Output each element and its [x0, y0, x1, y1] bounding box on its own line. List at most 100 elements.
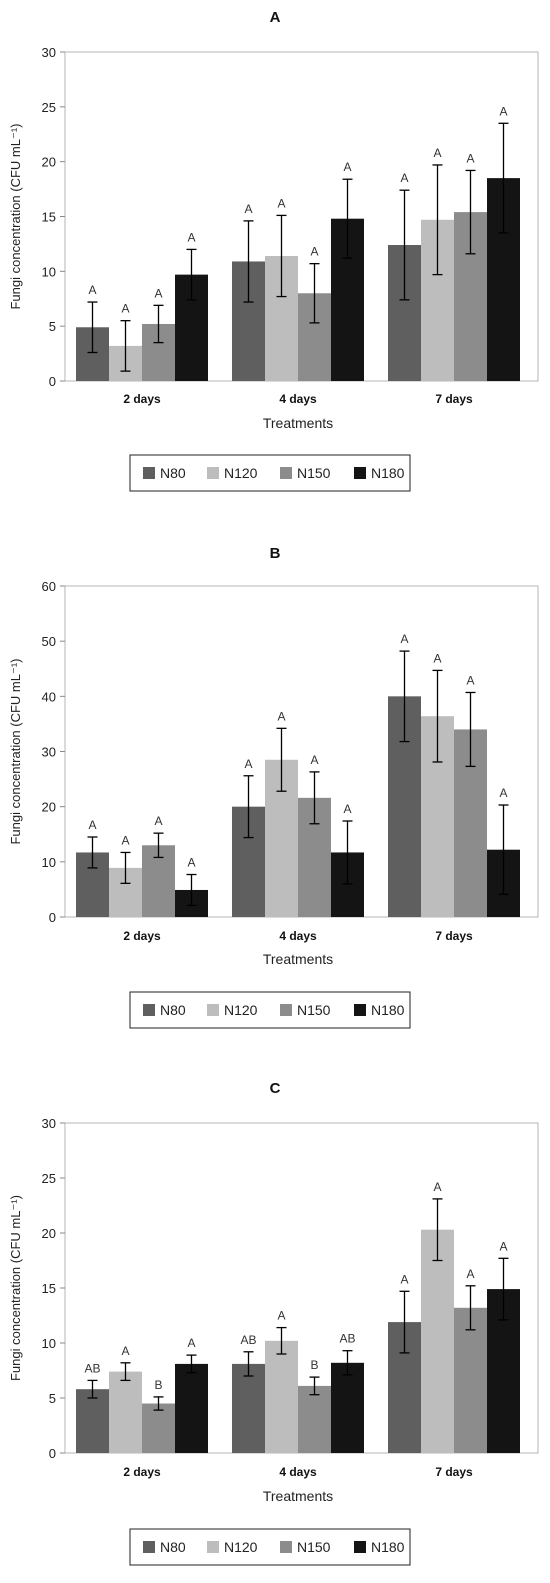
- legend: N80 N120 N150 N180: [129, 1528, 411, 1566]
- y-tick-label: 0: [49, 1446, 56, 1461]
- significance-letter: A: [400, 171, 408, 185]
- significance-letter: A: [154, 286, 162, 300]
- bar-n120-0: [109, 1371, 142, 1453]
- bar-n180-1: [331, 1362, 364, 1453]
- bar-n150-2: [454, 1307, 487, 1453]
- y-axis-label: Fungi concentration (CFU mL⁻¹): [8, 123, 23, 309]
- significance-letter: A: [121, 1344, 129, 1358]
- x-tick-label: 7 days: [435, 1465, 473, 1479]
- legend-label: N180: [371, 1539, 405, 1555]
- bar-n150-0: [142, 1403, 175, 1453]
- x-tick-label: 2 days: [123, 392, 161, 406]
- legend: N80 N120 N150 N180: [129, 454, 411, 492]
- legend-label: N180: [371, 465, 405, 481]
- x-tick-label: 7 days: [435, 392, 473, 406]
- y-tick-label: 40: [42, 689, 56, 704]
- significance-letter: A: [499, 104, 507, 118]
- y-tick-label: 15: [42, 1281, 56, 1296]
- legend-label: N120: [224, 1002, 258, 1018]
- significance-letter: A: [154, 814, 162, 828]
- legend: N80 N120 N150 N180: [129, 991, 411, 1029]
- significance-letter: A: [499, 786, 507, 800]
- y-tick-label: 10: [42, 1336, 56, 1351]
- significance-letter: A: [400, 632, 408, 646]
- significance-letter: A: [310, 753, 318, 767]
- chart-title: B: [270, 545, 281, 562]
- significance-letter: A: [310, 245, 318, 259]
- y-tick-label: 60: [42, 579, 56, 594]
- significance-letter: A: [400, 1272, 408, 1286]
- bar-n120-1: [265, 1340, 298, 1453]
- significance-letter: A: [466, 673, 474, 687]
- y-axis-label: Fungi concentration (CFU mL⁻¹): [8, 658, 23, 844]
- legend-item: N150: [280, 1002, 331, 1018]
- bar-n150-1: [298, 1385, 331, 1453]
- legend-label: N180: [371, 1002, 405, 1018]
- legend-label: N150: [297, 1002, 331, 1018]
- significance-letter: B: [154, 1378, 162, 1392]
- significance-letter: A: [244, 202, 252, 216]
- legend-label: N150: [297, 465, 331, 481]
- y-tick-label: 5: [49, 319, 56, 334]
- y-tick-label: 0: [49, 910, 56, 925]
- x-tick-label: 2 days: [123, 929, 161, 943]
- chart-panel-c: C 0 5 10 15 20 25 30 Fungi concentration (CFU mL…: [8, 1080, 539, 1566]
- legend-swatch: [280, 1004, 292, 1016]
- y-axis-label: Fungi concentration (CFU mL⁻¹): [8, 1195, 23, 1381]
- y-tick-label: 25: [42, 100, 56, 115]
- significance-letter: A: [277, 196, 285, 210]
- legend-swatch: [354, 467, 366, 479]
- legend-swatch: [280, 1541, 292, 1553]
- x-tick-label: 7 days: [435, 929, 473, 943]
- bar-n80-1: [232, 1363, 265, 1453]
- chart-title: C: [270, 1080, 281, 1097]
- legend-swatch: [207, 1541, 219, 1553]
- significance-letter: A: [433, 651, 441, 665]
- x-axis-label: Treatments: [263, 951, 333, 967]
- x-tick-label: 4 days: [279, 392, 317, 406]
- y-tick-label: 10: [42, 855, 56, 870]
- legend-item: N120: [207, 465, 258, 481]
- significance-letter: A: [244, 757, 252, 771]
- bar-n180-0: [175, 1363, 208, 1453]
- legend-swatch: [143, 1004, 155, 1016]
- x-tick-label: 4 days: [279, 1465, 317, 1479]
- significance-letter: A: [499, 1239, 507, 1253]
- legend-item: N120: [207, 1539, 258, 1555]
- legend-item: N150: [280, 465, 331, 481]
- legend-swatch: [143, 467, 155, 479]
- significance-letter: B: [310, 1358, 318, 1372]
- legend-swatch: [280, 467, 292, 479]
- significance-letter: A: [187, 856, 195, 870]
- legend-label: N120: [224, 465, 258, 481]
- legend-item: N120: [207, 1002, 258, 1018]
- y-tick-label: 20: [42, 800, 56, 815]
- legend-swatch: [207, 1004, 219, 1016]
- significance-letter: A: [277, 709, 285, 723]
- legend-swatch: [354, 1541, 366, 1553]
- significance-letter: A: [88, 818, 96, 832]
- legend-item: N180: [354, 1002, 405, 1018]
- significance-letter: A: [433, 1180, 441, 1194]
- legend-swatch: [354, 1004, 366, 1016]
- y-tick-label: 30: [42, 1116, 56, 1131]
- significance-letter: A: [88, 283, 96, 297]
- significance-letter: A: [121, 302, 129, 316]
- significance-letter: A: [466, 151, 474, 165]
- legend-label: N80: [160, 1539, 186, 1555]
- significance-letter: A: [187, 230, 195, 244]
- legend-swatch: [143, 1541, 155, 1553]
- significance-letter: A: [433, 146, 441, 160]
- significance-letter: A: [343, 802, 351, 816]
- legend-label: N80: [160, 465, 186, 481]
- y-tick-label: 50: [42, 634, 56, 649]
- legend-item: N150: [280, 1539, 331, 1555]
- significance-letter: AB: [339, 1332, 355, 1346]
- y-tick-label: 5: [49, 1391, 56, 1406]
- legend-item: N80: [143, 1002, 186, 1018]
- significance-letter: AB: [84, 1361, 100, 1375]
- legend-item: N180: [354, 465, 405, 481]
- chart-title: A: [270, 9, 281, 26]
- legend-item: N80: [143, 465, 186, 481]
